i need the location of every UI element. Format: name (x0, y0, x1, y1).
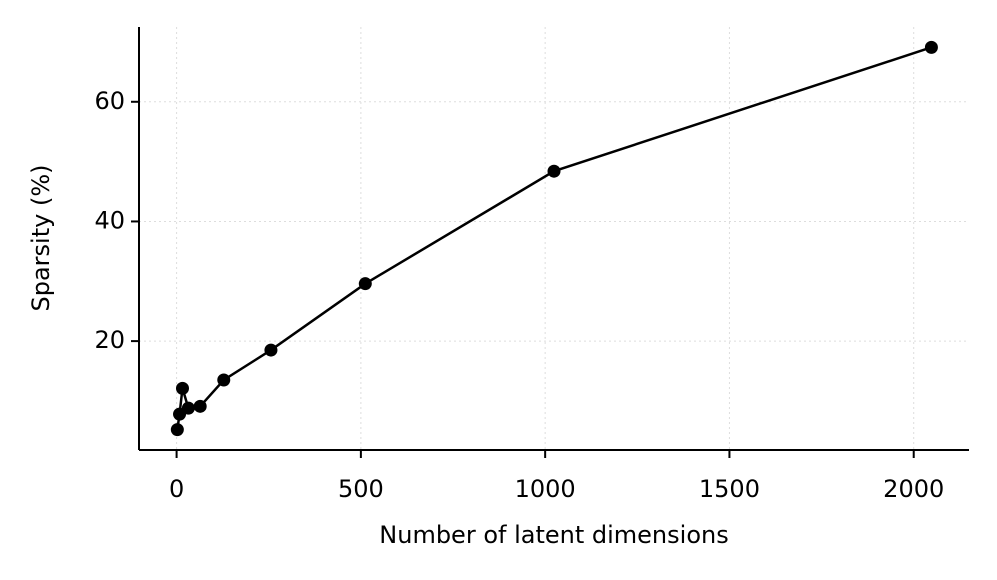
marker (193, 399, 207, 413)
x-tick-label: 500 (338, 475, 384, 503)
line (176, 46, 932, 430)
marker (924, 40, 938, 54)
x-axis-label: Number of latent dimensions (379, 521, 728, 549)
x-tick-label: 0 (169, 475, 184, 503)
marker (175, 381, 189, 395)
marker (170, 423, 184, 437)
marker (217, 373, 231, 387)
x-tick-label: 1000 (515, 475, 576, 503)
marker (181, 401, 195, 415)
y-axis-label: Sparsity (%) (27, 165, 55, 312)
y-tick-label: 20 (94, 326, 125, 354)
marker (547, 164, 561, 178)
marker (358, 277, 372, 291)
marker (264, 343, 278, 357)
x-tick-label: 1500 (699, 475, 760, 503)
y-tick-label: 60 (94, 87, 125, 115)
y-tick-label: 40 (94, 206, 125, 234)
x-tick-label: 2000 (883, 475, 944, 503)
